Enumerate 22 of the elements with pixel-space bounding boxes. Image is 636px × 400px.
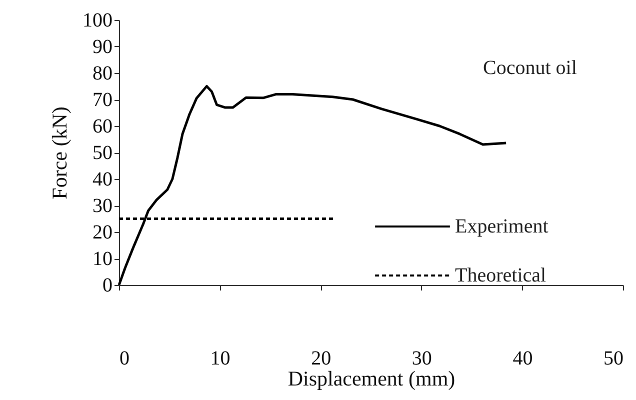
y-tick-label: 10 <box>92 248 112 270</box>
x-tick-label: 30 <box>412 348 432 370</box>
legend-label: Theoretical <box>455 264 546 286</box>
x-tick-label: 10 <box>210 348 230 370</box>
y-tick-label: 80 <box>92 62 112 84</box>
y-tick-label: 50 <box>92 142 112 164</box>
y-tick-label: 30 <box>92 195 112 217</box>
x-tick-label: 50 <box>604 348 624 370</box>
x-tick-label: 0 <box>120 348 130 370</box>
y-tick-label: 20 <box>92 222 112 244</box>
y-tick-label: 60 <box>92 116 112 138</box>
x-axis-title: Displacement (mm) <box>288 366 456 390</box>
y-tick-label: 70 <box>92 89 112 111</box>
legend-label: Experiment <box>455 216 549 238</box>
y-tick-label: 90 <box>92 36 112 58</box>
y-tick-label: 100 <box>82 10 112 32</box>
x-tick-label: 20 <box>311 348 332 370</box>
y-tick-label: 40 <box>92 168 112 190</box>
annotation: Coconut oil <box>483 57 578 79</box>
x-tick-label: 40 <box>512 348 533 370</box>
y-tick-label: 0 <box>102 274 112 296</box>
y-axis-title: Force (kN) <box>48 106 72 200</box>
